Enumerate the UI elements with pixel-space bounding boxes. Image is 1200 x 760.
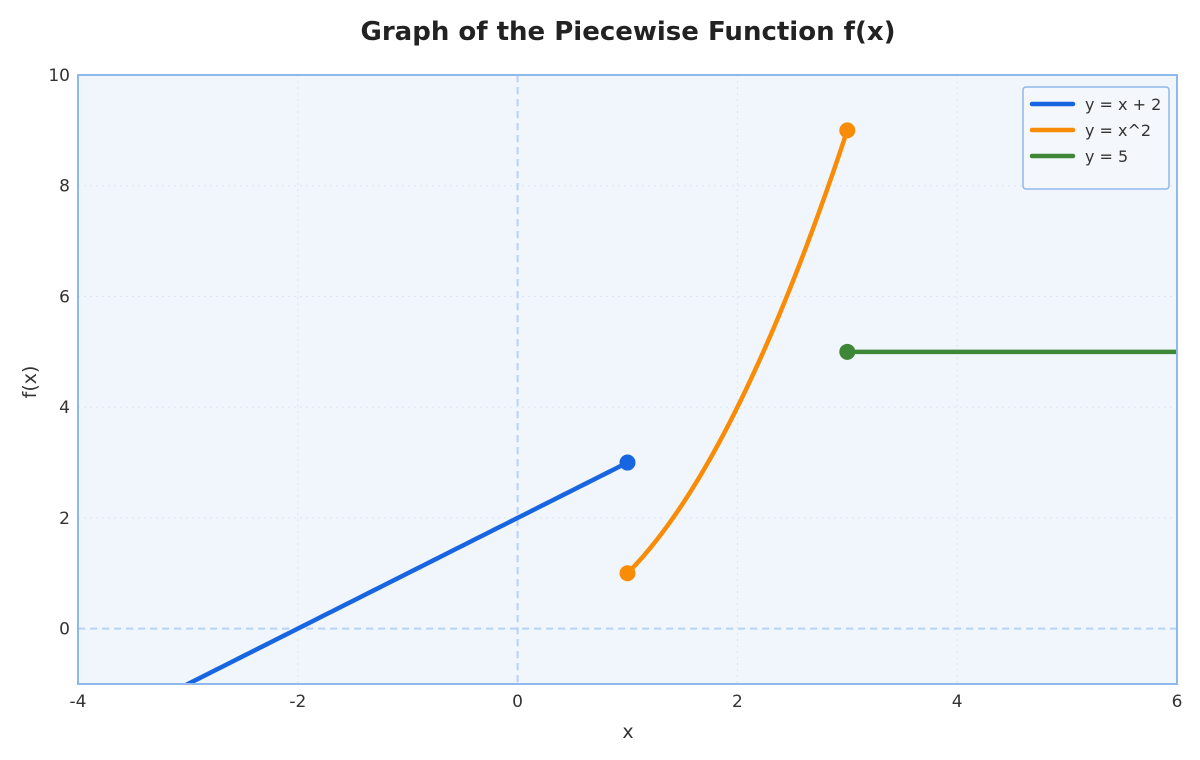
x-axis-label: x bbox=[622, 721, 633, 743]
plot-area bbox=[78, 75, 1177, 684]
y-tick-label: 2 bbox=[59, 509, 70, 529]
x-tick-labels: -4 -2 0 2 4 6 bbox=[70, 692, 1183, 712]
series-clip-group bbox=[182, 122, 1177, 684]
y-tick-label: 10 bbox=[48, 66, 70, 86]
x-tick-label: -4 bbox=[70, 692, 87, 712]
x-tick-label: 4 bbox=[952, 692, 963, 712]
legend-label-2: y = x^2 bbox=[1085, 121, 1151, 140]
x-tick-label: 0 bbox=[512, 692, 523, 712]
x-tick-label: 6 bbox=[1172, 692, 1183, 712]
series-2 bbox=[619, 122, 856, 582]
x-tick-label: 2 bbox=[732, 692, 743, 712]
y-tick-label: 8 bbox=[59, 177, 70, 197]
reference-lines bbox=[78, 75, 1177, 684]
y-tick-label: 0 bbox=[59, 620, 70, 640]
series-endpoint-marker bbox=[619, 454, 636, 471]
y-tick-label: 4 bbox=[59, 398, 70, 418]
legend-box bbox=[1022, 86, 1170, 190]
series-line-1 bbox=[182, 460, 630, 684]
series-1 bbox=[182, 454, 636, 684]
legend: y = x + 2 y = x^2 y = 5 bbox=[1022, 86, 1170, 190]
y-axis-label: f(x) bbox=[19, 366, 41, 399]
series-line-2 bbox=[625, 128, 850, 576]
series-endpoint-marker bbox=[619, 565, 636, 582]
series-group bbox=[182, 122, 1177, 684]
series-endpoint-marker bbox=[839, 343, 856, 360]
series-endpoint-marker bbox=[839, 122, 856, 139]
legend-label-3: y = 5 bbox=[1085, 147, 1128, 166]
legend-label-1: y = x + 2 bbox=[1085, 95, 1161, 114]
y-tick-labels: 0 2 4 6 8 10 bbox=[48, 66, 70, 640]
chart-title: Graph of the Piecewise Function f(x) bbox=[361, 17, 896, 47]
x-tick-label: -2 bbox=[289, 692, 306, 712]
y-tick-label: 6 bbox=[59, 287, 70, 307]
plot-frame bbox=[77, 74, 1178, 685]
series-3 bbox=[839, 343, 1177, 360]
